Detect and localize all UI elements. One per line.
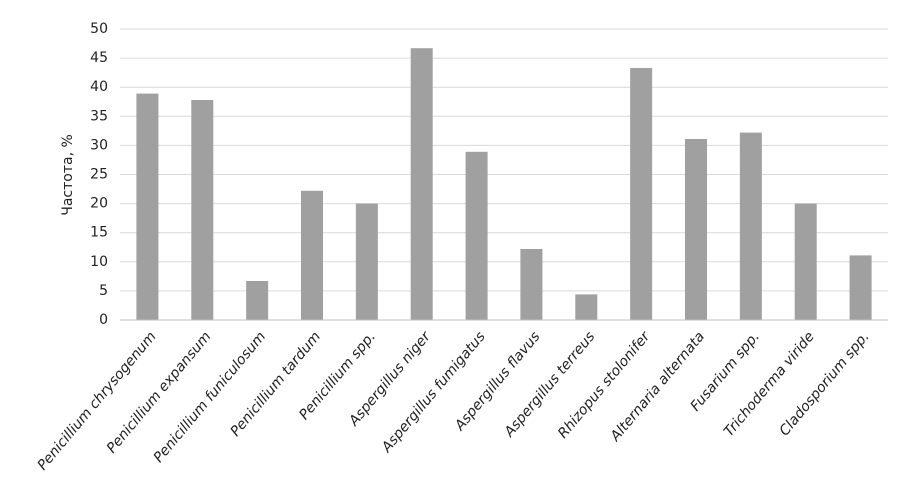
bar xyxy=(465,151,488,320)
y-tick-label: 15 xyxy=(90,225,108,241)
bar xyxy=(246,281,269,320)
x-tick-label: Penicillium funiculosum xyxy=(151,329,270,466)
bar xyxy=(355,203,378,320)
bar xyxy=(630,67,653,320)
x-tick-label: Rhizopus stolonifer xyxy=(555,328,654,442)
bar xyxy=(575,294,598,320)
bar xyxy=(739,132,762,320)
y-tick-label: 20 xyxy=(90,196,108,212)
y-tick-label: 45 xyxy=(90,50,108,66)
bar xyxy=(136,93,159,321)
bar xyxy=(191,100,214,320)
bar xyxy=(520,248,543,320)
x-tick-label: Aspergillus fumigatus xyxy=(378,329,488,456)
bar xyxy=(849,255,872,320)
bar xyxy=(301,190,323,320)
y-tick-label: 50 xyxy=(90,21,108,37)
bar xyxy=(794,203,817,320)
y-tick-label: 30 xyxy=(90,137,108,153)
y-axis-title: Частота, % xyxy=(60,134,76,216)
y-tick-label: 5 xyxy=(99,283,108,299)
y-tick-label: 10 xyxy=(90,254,108,270)
y-tick-label: 25 xyxy=(90,167,108,183)
bar xyxy=(685,138,707,320)
y-tick-label: 0 xyxy=(99,312,108,328)
y-tick-label: 40 xyxy=(90,79,108,95)
y-tick-label: 35 xyxy=(90,108,108,124)
bar xyxy=(410,48,433,321)
x-tick-label: Penicillium expansum xyxy=(104,329,215,457)
x-tick-label: Aspergillus terreus xyxy=(501,329,599,441)
x-tick-label: Alternaria alternata xyxy=(607,329,708,445)
